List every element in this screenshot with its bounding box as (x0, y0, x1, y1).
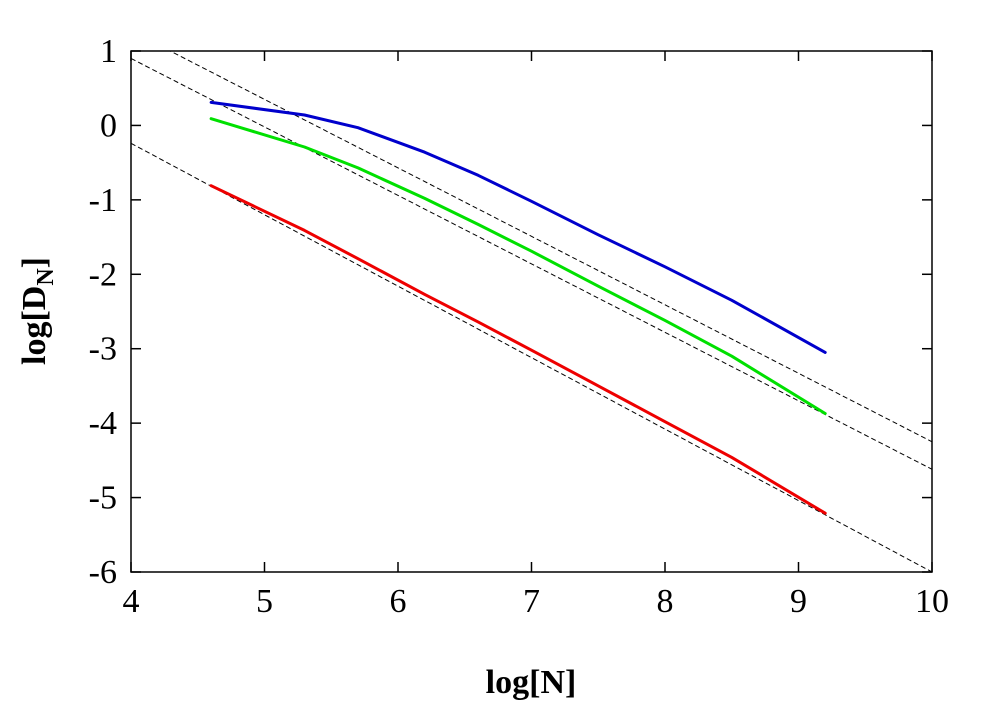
series-line (209, 184, 827, 515)
data-series (209, 100, 827, 515)
x-tick-label: 9 (790, 583, 807, 620)
x-tick-label: 8 (657, 583, 674, 620)
x-tick-label: 7 (523, 583, 540, 620)
y-tick-label: -3 (89, 331, 117, 368)
x-axis-title: log[N] (486, 664, 577, 701)
y-tick-label: -2 (89, 256, 117, 293)
y-tick-label: -5 (89, 480, 117, 517)
reference-fit-line (169, 51, 932, 443)
axis-ticks (130, 50, 933, 573)
y-axis-title-close: ] (16, 257, 53, 268)
reference-fit-line (131, 142, 932, 572)
plot-frame (130, 50, 933, 573)
y-axis-title-main: log[D (16, 286, 53, 365)
x-tick-label: 5 (256, 583, 273, 620)
y-axis-title-subscript: N (33, 268, 59, 286)
y-tick-label: 0 (100, 107, 117, 144)
y-tick-label: -4 (89, 405, 117, 442)
x-tick-label: 4 (123, 583, 140, 620)
y-tick-label: -1 (89, 182, 117, 219)
x-tick-label: 6 (390, 583, 407, 620)
y-tick-label: -6 (89, 554, 117, 591)
x-tick-label: 10 (915, 583, 949, 620)
reference-lines (131, 51, 932, 572)
series-line (209, 100, 827, 354)
y-axis-title: log[DN] (16, 257, 59, 365)
reference-fit-line (131, 57, 932, 470)
series-line (209, 117, 827, 415)
axis-tick-labels: 4 5 6 7 8 9 10 -6 -5 -4 -3 -2 -1 0 1 (89, 33, 949, 620)
y-tick-label: 1 (100, 33, 117, 70)
